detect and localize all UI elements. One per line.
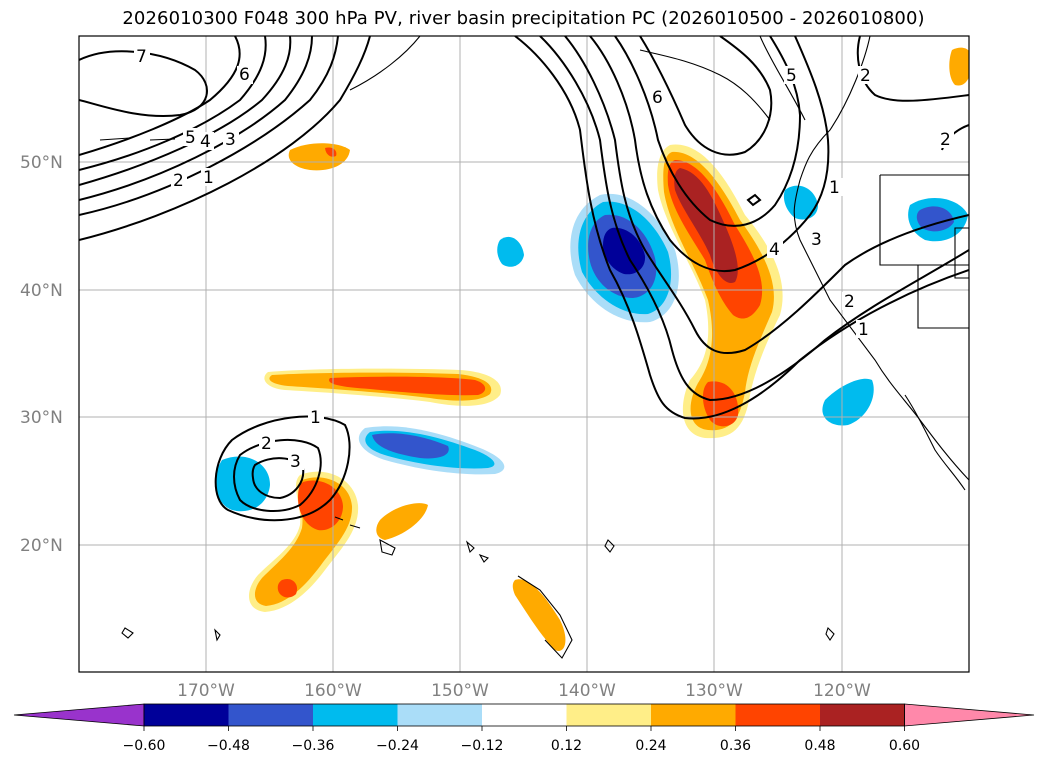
lat-label: 30°N [20, 408, 63, 428]
precip-positive-hawaii-core [298, 480, 343, 531]
map-frame [79, 36, 969, 672]
contour-label: 2 [173, 171, 184, 191]
colorbar-outline [143, 703, 905, 727]
lon-label: 120°W [813, 681, 871, 701]
contour-label: 2 [940, 130, 951, 150]
precip-positive-sw-lobe [702, 381, 739, 427]
lat-label: 40°N [20, 281, 63, 301]
lon-axis: 170°W 160°W 150°W 140°W 130°W 120°W [177, 681, 871, 701]
colorbar-tick-label: 0.36 [720, 738, 751, 754]
colorbar-tick-label: −0.12 [461, 738, 504, 754]
contour-label: 1 [310, 408, 321, 428]
colorbar-segment [397, 704, 482, 726]
lon-label: 170°W [177, 681, 235, 701]
colorbar-tick-label: −0.60 [123, 738, 166, 754]
precip-negative-baja [822, 378, 874, 426]
colorbar-segment [820, 704, 905, 726]
colorbar-segment [566, 704, 651, 726]
lat-axis: 50°N 40°N 30°N 20°N [20, 153, 63, 556]
pv-contour-labels: 7 6 5 4 3 2 1 1 2 3 6 5 2 2 [134, 47, 954, 472]
contour-label: 2 [860, 66, 871, 86]
precip-negative-west [215, 456, 270, 512]
contour-label: 7 [136, 47, 147, 67]
contour-label: 3 [225, 130, 236, 150]
precip-positive-north-core [325, 147, 337, 157]
contour-label: 5 [185, 128, 196, 148]
colorbar-tick-label: 0.24 [635, 738, 666, 754]
contour-label: 1 [858, 320, 869, 340]
colorbar-segment [482, 704, 567, 726]
precip-negative-subtropical-core [372, 433, 449, 459]
precip-negative-small-1 [497, 236, 524, 267]
lon-label: 160°W [304, 681, 362, 701]
precip-positive-south-strip [512, 579, 566, 651]
contour-label: 3 [811, 230, 822, 250]
colorbar-tick-label: −0.24 [376, 738, 419, 754]
colorbar-tick-label: 0.48 [804, 738, 835, 754]
contour-label: 4 [200, 132, 211, 152]
lat-label: 20°N [20, 536, 63, 556]
precip-negative-offshore-core [603, 227, 646, 275]
contour-label: 2 [261, 434, 272, 454]
colorbar-segment [313, 704, 398, 726]
contour-label: 6 [239, 65, 250, 85]
contour-label: 2 [844, 292, 855, 312]
precip-positive-west-coast-max [674, 168, 738, 283]
map-border [78, 35, 970, 673]
precip-field-layer [215, 47, 969, 651]
colorbar-tick-label: 0.60 [889, 738, 920, 754]
colorbar-segment [144, 704, 229, 726]
contour-label: 4 [769, 240, 780, 260]
precip-positive-yukon [949, 47, 969, 86]
lon-label: 130°W [685, 681, 743, 701]
colorbar-tick-label: −0.36 [292, 738, 335, 754]
colorbar-segment [735, 704, 820, 726]
pv-contours [79, 36, 969, 522]
precip-positive-hawaii-small [277, 578, 298, 598]
lat-label: 50°N [20, 153, 63, 173]
lon-label: 140°W [558, 681, 616, 701]
colorbar-tick-label: 0.12 [551, 738, 582, 754]
map-title: 2026010300 F048 300 hPa PV, river basin … [122, 8, 925, 29]
contour-label: 6 [652, 88, 663, 108]
colorbar-extend-high [904, 703, 1035, 727]
coastlines [99, 36, 969, 659]
contour-label: 3 [290, 452, 301, 472]
colorbar-extend-low [13, 703, 145, 727]
colorbar-tick-label: −0.48 [207, 738, 250, 754]
lon-label: 150°W [431, 681, 489, 701]
contour-label: 1 [203, 168, 214, 188]
colorbar-segment [228, 704, 313, 726]
precip-negative-nevada-core [916, 206, 954, 232]
graticule [79, 36, 969, 672]
contour-label: 5 [786, 66, 797, 86]
colorbar-segment [651, 704, 736, 726]
precip-positive-hawaii-east [376, 503, 428, 540]
colorbar: −0.60 −0.48 −0.36 −0.24 −0.12 0.12 0.24 … [13, 703, 1035, 754]
precip-positive-subtropical-band-core [329, 376, 486, 396]
precip-negative-small-bc [783, 185, 818, 220]
contour-label: 1 [829, 178, 840, 198]
